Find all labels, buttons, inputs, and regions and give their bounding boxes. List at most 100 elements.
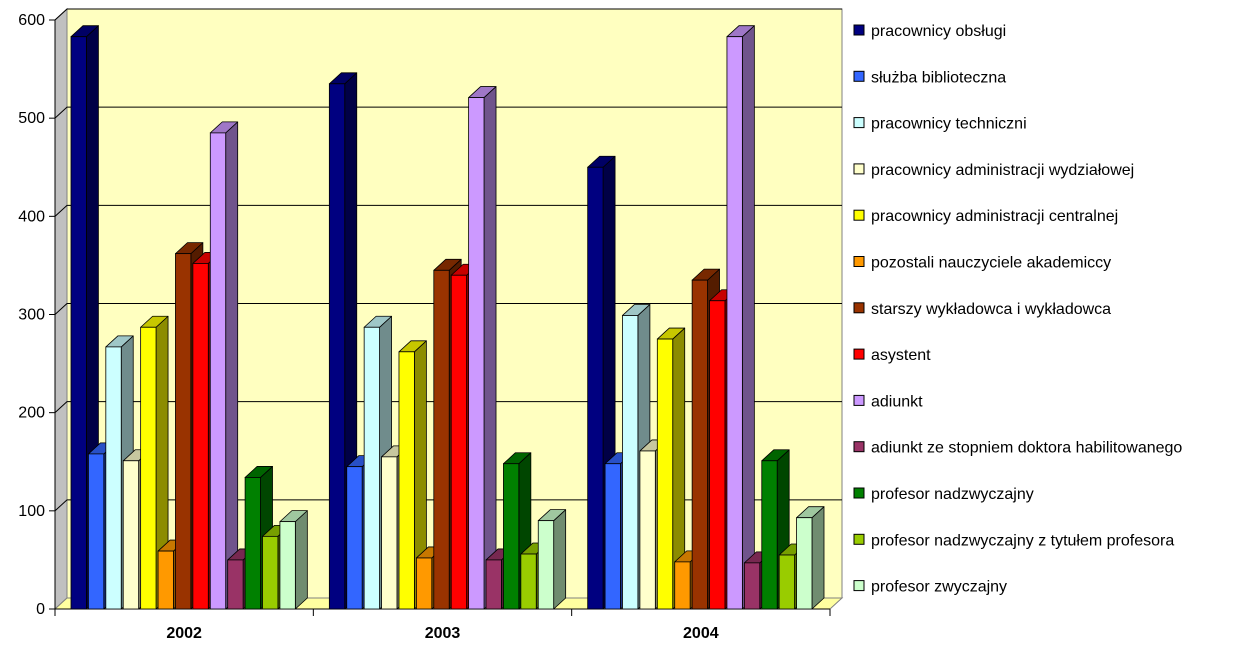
bar-front (622, 315, 639, 610)
legend-swatch (853, 256, 865, 267)
y-tick-label: 600 (18, 12, 45, 29)
legend-item: adiunkt ze stopniem doktora habilitowane… (853, 440, 1182, 457)
legend-label: pracownicy administracji wydziałowej (871, 162, 1134, 179)
legend-label: pracownicy obsługi (871, 23, 1006, 40)
bar-front (227, 559, 244, 610)
bar-side (741, 25, 755, 610)
bar-front (520, 553, 537, 610)
legend-item: pracownicy administracji centralnej (853, 208, 1118, 225)
y-tick-label: 200 (18, 405, 45, 422)
bar-front (140, 326, 157, 610)
bar-front (796, 517, 813, 610)
bar-front (450, 274, 468, 610)
bar-front (70, 36, 87, 610)
bar-front (157, 550, 174, 610)
bar-front (363, 326, 380, 610)
bar-front (761, 460, 778, 610)
legend-swatch (853, 441, 865, 453)
x-tick-label: 2004 (683, 625, 719, 642)
bar-front (398, 351, 415, 610)
y-tick-label: 500 (18, 110, 45, 127)
bar-side (483, 86, 497, 610)
bar (537, 509, 567, 610)
legend-item: pracownicy obsługi (853, 23, 1006, 40)
x-tick-label: 2003 (425, 625, 461, 642)
legend-item: pracownicy techniczni (853, 116, 1027, 133)
y-tick-label: 100 (18, 503, 45, 520)
gridlines (54, 8, 842, 512)
axes: 0 100 200 300 400 500 600 2002 2003 2004 (18, 12, 831, 642)
bar-front (381, 456, 398, 610)
legend-item: pracownicy administracji wydziałowej (853, 162, 1134, 179)
gridline (54, 499, 842, 512)
bar-front (105, 346, 122, 610)
bar-front (691, 279, 708, 610)
legend-label: profesor zwyczajny (871, 579, 1007, 596)
legend-item: starszy wykładowca i wykładowca (853, 301, 1111, 318)
legend-label: profesor nadzwyczajny z tytułem profesor… (871, 532, 1174, 549)
bar (468, 86, 497, 610)
legend-item: pozostali nauczyciele akademiccy (853, 255, 1111, 272)
bar (140, 315, 169, 610)
x-tick-label: 2002 (166, 625, 202, 642)
legend-swatch (853, 487, 865, 499)
legend-swatch (853, 348, 865, 360)
gridline (54, 106, 842, 119)
bars (70, 25, 825, 610)
bar (398, 340, 427, 610)
bar-front (537, 520, 555, 610)
legend-swatch (853, 70, 865, 82)
legend-swatch (853, 209, 865, 221)
bar-front (639, 450, 656, 610)
legend-label: adiunkt (871, 393, 923, 410)
legend-swatch (853, 394, 865, 406)
legend-swatch (853, 302, 865, 314)
bar-front (485, 559, 502, 610)
bar-front (468, 97, 485, 610)
bar-front (279, 521, 296, 610)
legend: pracownicy obsługi służba biblioteczna pra… (853, 23, 1182, 596)
bar-front (262, 535, 279, 610)
gridline (54, 401, 842, 414)
legend-swatch (853, 24, 865, 36)
legend-item: służba biblioteczna (853, 69, 1006, 86)
bar-side (294, 510, 308, 610)
gridline (54, 204, 842, 217)
bar (209, 121, 239, 610)
bar-front (192, 263, 209, 610)
bar-front (726, 36, 743, 610)
bar-side (811, 506, 825, 610)
bar-front (778, 554, 795, 610)
legend-swatch (853, 580, 865, 592)
legend-item: profesor nadzwyczajny (853, 486, 1034, 503)
legend-label: asystent (871, 347, 931, 364)
bar-front (328, 83, 346, 610)
gridline (54, 303, 842, 315)
legend-swatch (853, 533, 865, 545)
y-tick-label: 0 (36, 601, 45, 618)
legend-swatch (853, 117, 865, 129)
bar-side (553, 509, 567, 610)
legend-item: asystent (853, 347, 931, 364)
legend-item: profesor nadzwyczajny z tytułem profesor… (853, 532, 1174, 549)
bar-front (656, 338, 674, 610)
bar-front (122, 460, 140, 610)
y-tick-label: 400 (18, 208, 45, 225)
bar-front (503, 463, 520, 610)
bar-side (225, 121, 239, 610)
bar-front (88, 453, 105, 610)
bar-front (674, 561, 691, 610)
bar-front (587, 166, 604, 610)
bar-front (743, 562, 761, 610)
bar (656, 327, 686, 610)
bar-front (209, 132, 227, 610)
legend-label: profesor nadzwyczajny (871, 486, 1034, 503)
bar-front (346, 466, 363, 610)
legend-label: adiunkt ze stopniem doktora habilitowane… (871, 440, 1182, 457)
y-tick-label: 300 (18, 307, 45, 324)
bar-front (175, 253, 192, 610)
legend-label: pozostali nauczyciele akademiccy (871, 255, 1111, 272)
bar (726, 25, 755, 610)
